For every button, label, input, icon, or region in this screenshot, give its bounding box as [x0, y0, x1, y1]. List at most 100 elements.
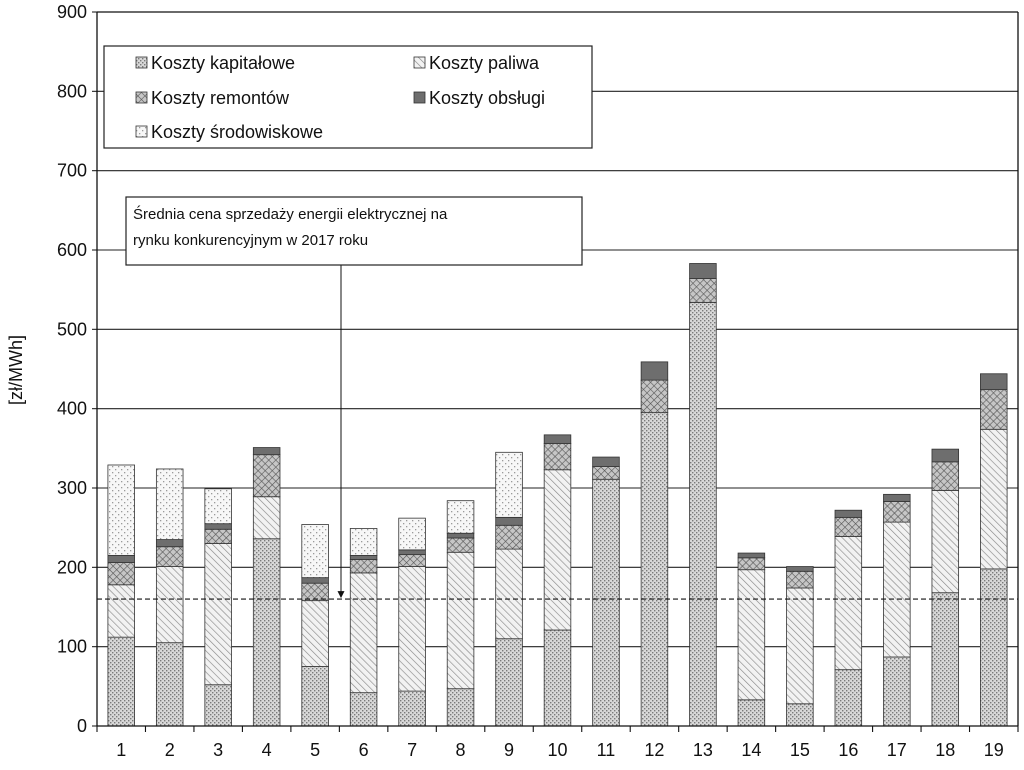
bar-segment — [204, 528, 232, 544]
axes — [96, 11, 1019, 727]
legend-item-koszty-obslugi: Koszty obsługi — [413, 88, 545, 108]
x-tick-label: 8 — [456, 740, 466, 760]
bar-stack — [543, 434, 572, 727]
bar-segment — [883, 521, 911, 658]
bar-segment — [786, 570, 814, 589]
y-tick-label: 200 — [57, 557, 87, 577]
legend-item-koszty-srodowiskowe: Koszty środowiskowe — [135, 122, 323, 142]
annotation-box: Średnia cena sprzedaży energii elektrycz… — [125, 196, 583, 266]
bar-segment — [737, 552, 766, 559]
bar-segment — [495, 548, 523, 640]
y-tick-label: 300 — [57, 478, 87, 498]
bar-segment — [931, 461, 960, 491]
x-tick-label: 19 — [984, 740, 1004, 760]
bar-segment — [204, 684, 232, 727]
reference-line-group — [97, 265, 1018, 600]
bar-segment — [931, 592, 960, 727]
bar-segment — [786, 703, 814, 727]
bar-segment — [543, 434, 572, 444]
x-tick-label: 13 — [693, 740, 713, 760]
bar-segment — [834, 516, 863, 537]
bar-segment — [107, 464, 135, 556]
bar-segment — [834, 509, 863, 518]
bar-segment — [204, 488, 232, 525]
x-tick-label: 16 — [838, 740, 858, 760]
legend-label: Koszty środowiskowe — [151, 122, 323, 142]
bar-segment — [931, 489, 960, 594]
bar-segment — [834, 535, 863, 671]
legend-item-koszty-kapitalowe: Koszty kapitałowe — [135, 53, 295, 73]
bar-segment — [349, 555, 378, 560]
bar-segment — [301, 582, 329, 602]
legend: Koszty kapitałowe Koszty paliwa Koszty r… — [103, 45, 593, 149]
bar-segment — [640, 361, 669, 381]
bar-segment — [495, 638, 523, 727]
bar-segment — [495, 524, 523, 550]
legend-item-koszty-remontow: Koszty remontów — [135, 88, 290, 108]
bar-segment — [592, 466, 620, 480]
bar-segment — [883, 501, 911, 523]
y-tick-label: 0 — [77, 716, 87, 736]
bar-segment — [107, 562, 135, 586]
bar-segment — [980, 389, 1008, 430]
bar-segment — [980, 428, 1008, 570]
bar-segment — [883, 656, 911, 727]
bar-segment — [301, 666, 329, 727]
bar-segment — [252, 496, 281, 540]
bar-segment — [737, 569, 766, 701]
bar-segment — [252, 538, 281, 727]
bar-stack — [737, 552, 766, 727]
bar-stack — [689, 263, 717, 727]
legend-swatch — [135, 56, 148, 69]
bar-segment — [155, 468, 184, 540]
bar-segment — [737, 699, 766, 727]
bar-segment — [931, 448, 960, 463]
bar-segment — [543, 629, 572, 727]
bar-stack — [592, 456, 620, 727]
bar-segment — [398, 566, 426, 692]
legend-swatch — [135, 125, 148, 138]
bar-segment — [155, 546, 184, 567]
bar-stack — [495, 451, 523, 727]
bar-stack — [107, 464, 135, 727]
bar-segment — [155, 642, 184, 727]
bar-stack — [252, 447, 281, 727]
bar-segment — [689, 263, 717, 279]
bar-segment — [155, 566, 184, 644]
bar-segment — [349, 528, 378, 556]
bar-segment — [737, 557, 766, 571]
bar-segment — [592, 456, 620, 467]
bar-segment — [446, 537, 475, 553]
legend-label: Koszty remontów — [151, 88, 290, 108]
bar-segment — [592, 478, 620, 727]
legend-label: Koszty kapitałowe — [151, 53, 295, 73]
bar-segment — [155, 539, 184, 548]
bar-stack — [883, 493, 911, 727]
bar-segment — [980, 568, 1008, 727]
bar-stack — [980, 373, 1008, 727]
annotation-arrow-head — [337, 591, 345, 599]
bar-segment — [252, 454, 281, 498]
bar-segment — [543, 443, 572, 471]
bar-segment — [689, 278, 717, 303]
x-tick-label: 11 — [597, 740, 616, 760]
bar-segment — [883, 493, 911, 502]
bar-segment — [786, 566, 814, 572]
y-tick-label: 100 — [57, 637, 87, 657]
y-axis-label: [zł/MWh] — [6, 335, 26, 405]
annotation-line-2: rynku konkurencyjnym w 2017 roku — [133, 232, 368, 249]
x-tick-label: 7 — [407, 740, 417, 760]
bar-stack — [640, 361, 669, 727]
x-tick-label: 9 — [504, 740, 514, 760]
x-tick-label: 14 — [741, 740, 761, 760]
x-tick-label: 18 — [935, 740, 955, 760]
legend-swatch — [413, 91, 426, 104]
x-tick-label: 6 — [359, 740, 369, 760]
bar-segment — [398, 517, 426, 551]
bar-segment — [640, 379, 669, 414]
bar-segment — [349, 559, 378, 574]
bar-segment — [252, 447, 281, 456]
x-tick-label: 10 — [547, 740, 567, 760]
bar-segment — [495, 516, 523, 526]
